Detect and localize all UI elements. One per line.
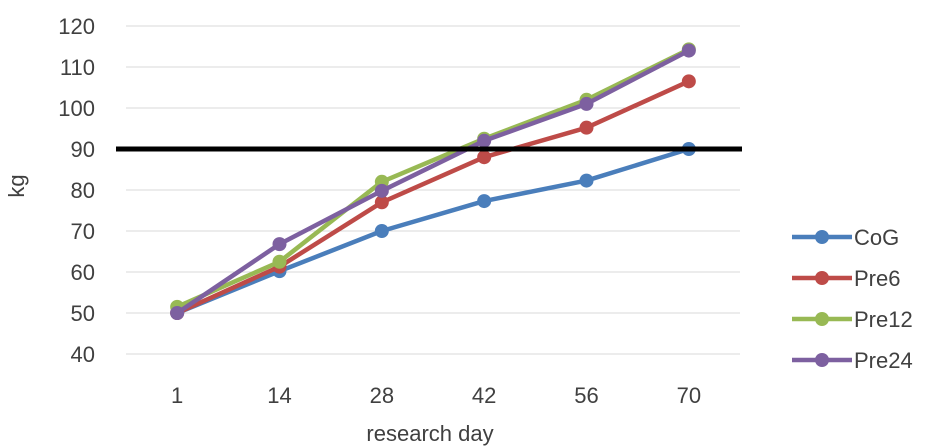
legend-swatch-marker <box>815 230 829 244</box>
y-tick-label: 50 <box>71 301 95 326</box>
legend-swatch-marker <box>815 353 829 367</box>
legend-swatch-marker <box>815 271 829 285</box>
data-point <box>477 150 492 165</box>
legend: CoG Pre6 Pre12 Pre24 <box>792 225 913 373</box>
data-point <box>477 133 492 148</box>
x-tick-label: 14 <box>267 383 291 408</box>
legend-item: Pre12 <box>792 307 913 332</box>
y-axis-label: kg <box>4 174 29 197</box>
y-tick-label: 120 <box>58 14 95 39</box>
data-point <box>272 237 287 252</box>
data-point <box>681 43 696 58</box>
y-tick-label: 60 <box>71 260 95 285</box>
series-line <box>174 146 692 316</box>
data-point <box>374 195 389 210</box>
x-tick-label: 70 <box>677 383 701 408</box>
legend-item: Pre24 <box>792 348 913 373</box>
x-tick-label: 1 <box>171 383 183 408</box>
series-line <box>174 48 692 316</box>
legend-label: Pre12 <box>854 307 913 332</box>
legend-label: CoG <box>854 225 899 250</box>
data-point <box>579 173 594 188</box>
legend-swatch-marker <box>815 312 829 326</box>
y-tick-label: 100 <box>58 96 95 121</box>
data-point <box>681 74 696 89</box>
x-tick-label: 42 <box>472 383 496 408</box>
series-group <box>170 42 696 320</box>
y-tick-label: 70 <box>71 219 95 244</box>
y-tick-label: 40 <box>71 342 95 367</box>
data-point <box>579 96 594 111</box>
y-tick-label: 90 <box>71 137 95 162</box>
data-point <box>272 254 287 269</box>
x-axis-label: research day <box>366 421 493 446</box>
series-line <box>174 79 692 316</box>
y-axis-ticks: 40 50 60 70 80 90 100 110 120 <box>58 14 95 367</box>
data-point <box>374 224 389 238</box>
data-point <box>374 183 389 198</box>
series-pre24 <box>170 43 696 320</box>
x-axis-ticks: 1 14 28 42 56 70 <box>171 383 701 408</box>
series-line <box>174 47 692 310</box>
x-tick-label: 28 <box>370 383 394 408</box>
y-tick-label: 80 <box>71 178 95 203</box>
legend-label: Pre24 <box>854 348 913 373</box>
legend-label: Pre6 <box>854 266 900 291</box>
data-point <box>579 120 594 135</box>
y-tick-label: 110 <box>60 55 95 80</box>
data-point <box>170 306 185 320</box>
legend-item: Pre6 <box>792 266 900 291</box>
legend-item: CoG <box>792 225 899 250</box>
data-point <box>477 194 492 209</box>
x-tick-label: 56 <box>574 383 598 408</box>
